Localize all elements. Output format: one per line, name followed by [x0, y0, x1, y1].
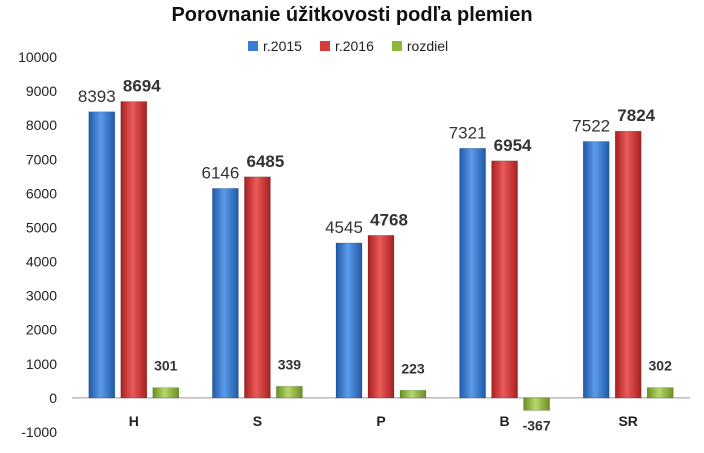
- data-label: 4545: [325, 218, 363, 237]
- y-tick-label: 4000: [26, 254, 57, 270]
- bar-r2016: [491, 160, 518, 399]
- x-tick-label: SR: [618, 413, 637, 429]
- bar-rozdiel: [152, 387, 180, 399]
- x-tick-label: H: [129, 413, 139, 429]
- legend-item-rozdiel: rozdiel: [391, 38, 449, 54]
- chart-title: Porovnanie úžitkovosti podľa plemien: [171, 4, 533, 26]
- y-tick-label: 9000: [26, 83, 57, 99]
- data-label: 339: [278, 356, 302, 372]
- y-tick-label: 0: [49, 390, 57, 406]
- y-tick-label: 10000: [18, 49, 57, 65]
- data-label: 7321: [449, 123, 487, 142]
- bar-r2015: [335, 242, 363, 399]
- bar-r2015: [212, 188, 239, 399]
- bar-r2015: [582, 141, 610, 399]
- data-label: 7824: [617, 106, 655, 125]
- data-label: 302: [649, 358, 673, 374]
- x-tick-label: S: [253, 413, 262, 429]
- data-label: -367: [523, 417, 551, 433]
- bar-r2016: [367, 235, 395, 399]
- legend-label-r2016: r.2016: [334, 38, 374, 54]
- y-tick-label: 1000: [26, 356, 57, 372]
- data-label: 6146: [201, 163, 239, 182]
- y-tick-label: 2000: [26, 322, 57, 338]
- legend-swatch-r2015: [248, 41, 258, 51]
- legend-swatch-r2016: [319, 41, 330, 51]
- data-label: 7522: [572, 116, 610, 135]
- x-tick-label: P: [376, 413, 385, 429]
- bar-r2016: [614, 130, 642, 399]
- y-tick-label: 6000: [26, 185, 57, 201]
- data-label: 6485: [246, 152, 284, 171]
- x-tick-label: B: [500, 413, 510, 429]
- bar-r2016: [120, 101, 148, 399]
- y-tick-label: -1000: [21, 424, 57, 440]
- chart-legend: r.2015 r.2016 rozdiel: [248, 38, 448, 54]
- data-label: 301: [154, 358, 178, 374]
- data-label: 6954: [494, 136, 532, 155]
- y-tick-label: 7000: [26, 151, 57, 167]
- y-tick-label: 8000: [26, 117, 57, 133]
- bar-rozdiel: [523, 397, 550, 411]
- legend-item-r2016: r.2016: [319, 38, 374, 54]
- legend-swatch-rozdiel: [391, 41, 402, 51]
- legend-label-rozdiel: rozdiel: [406, 38, 449, 54]
- bar-rozdiel: [646, 387, 674, 399]
- bar-r2015: [88, 111, 116, 399]
- data-label: 223: [401, 360, 425, 376]
- bar-rozdiel: [276, 386, 303, 399]
- bar-r2016: [244, 176, 271, 399]
- legend-label-r2015: r.2015: [263, 38, 302, 54]
- legend-item-r2015: r.2015: [248, 38, 302, 54]
- data-label: 8393: [78, 87, 116, 106]
- data-label: 4768: [370, 210, 408, 229]
- bar-r2015: [459, 148, 486, 399]
- y-tick-label: 3000: [26, 288, 57, 304]
- y-tick-label: 5000: [26, 219, 57, 235]
- data-label: 8694: [123, 77, 161, 96]
- bar-rozdiel: [399, 390, 427, 399]
